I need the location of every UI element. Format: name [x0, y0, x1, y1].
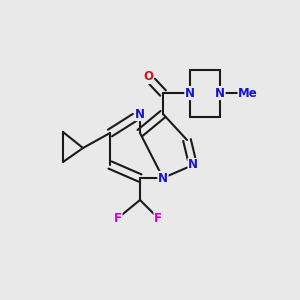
Text: N: N [158, 172, 168, 184]
Text: Me: Me [238, 86, 258, 100]
Text: N: N [135, 107, 145, 121]
Text: N: N [215, 86, 225, 100]
Text: N: N [188, 158, 198, 172]
Text: F: F [154, 212, 162, 224]
Text: O: O [143, 70, 153, 83]
Text: N: N [185, 86, 195, 100]
Text: F: F [114, 212, 122, 224]
